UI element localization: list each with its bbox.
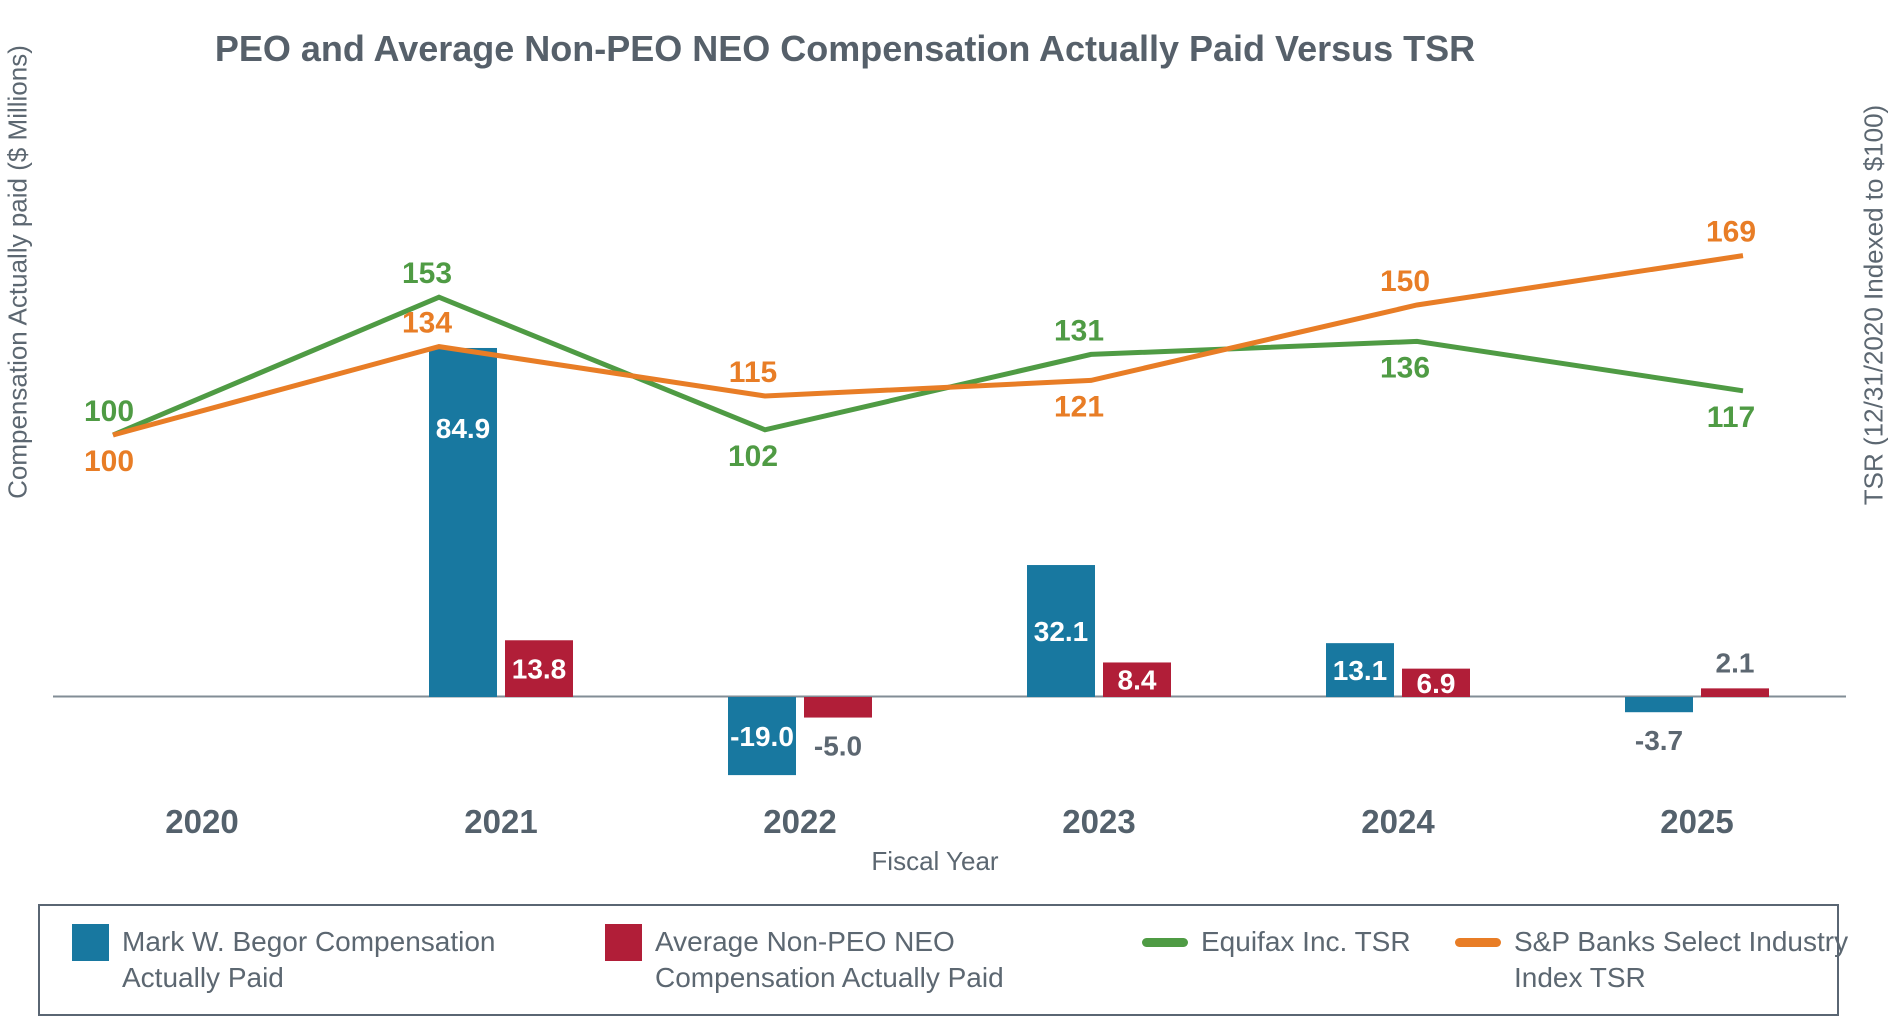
tsr-point-label: 117 <box>1707 401 1755 434</box>
bar-value-label: 84.9 <box>436 413 491 444</box>
tsr-point-label: 100 <box>84 445 134 478</box>
legend-label-line: Equifax Inc. TSR <box>1201 926 1411 957</box>
legend-label-peo-bar: Mark W. Begor Compensation Actually Paid <box>122 924 496 996</box>
neo-bar-swatch <box>605 924 642 961</box>
bar-value-label: 13.8 <box>512 654 567 685</box>
tsr-point-label: 150 <box>1380 265 1430 298</box>
legend-label-neo-bar: Average Non-PEO NEO Compensation Actuall… <box>655 924 1004 996</box>
bar-value-label: 32.1 <box>1034 616 1089 647</box>
bar-2021-peo <box>429 347 497 697</box>
legend-item-peo-bar: Mark W. Begor Compensation Actually Paid <box>72 924 496 996</box>
year-label-2023: 2023 <box>1062 803 1135 840</box>
tsr-point-label: 153 <box>402 257 452 290</box>
bar-value-label: 13.1 <box>1333 655 1388 686</box>
tsr-point-label: 121 <box>1054 390 1104 423</box>
year-label-2020: 2020 <box>165 803 238 840</box>
bar-2025-neo <box>1701 688 1769 697</box>
bar-value-label: 2.1 <box>1716 647 1755 678</box>
tsr-line-equifax <box>112 294 1744 438</box>
tsr-point-label: 169 <box>1706 216 1756 249</box>
bar-value-label: -3.7 <box>1635 725 1683 756</box>
tsr-point-label: 131 <box>1054 314 1104 347</box>
legend-label-sp-banks-tsr: S&P Banks Select Industry Index TSR <box>1514 924 1848 996</box>
tsr-point-label: 102 <box>728 440 778 473</box>
legend-label-line: S&P Banks Select Industry <box>1514 926 1849 957</box>
legend-label-line: Average Non-PEO NEO <box>655 926 955 957</box>
chart-title: PEO and Average Non-PEO NEO Compensation… <box>214 28 1476 70</box>
bar-2022-neo <box>804 697 872 718</box>
legend-item-neo-bar: Average Non-PEO NEO Compensation Actuall… <box>605 924 1004 996</box>
bar-2025-peo <box>1625 697 1693 713</box>
bar-2024-peo <box>1326 643 1394 697</box>
legend-label-line: Index TSR <box>1514 962 1646 993</box>
tsr-line-sp-banks <box>112 253 1744 438</box>
legend-label-line: Mark W. Begor Compensation <box>122 926 496 957</box>
bar-value-label: -5.0 <box>814 731 862 762</box>
year-label-2022: 2022 <box>763 803 836 840</box>
bar-2021-neo <box>505 640 573 697</box>
legend-label-line: Actually Paid <box>122 962 284 993</box>
year-label-2024: 2024 <box>1361 803 1435 840</box>
equifax-tsr-line-swatch <box>1142 938 1188 947</box>
tsr-point-label: 134 <box>402 307 452 340</box>
peo-bar-swatch <box>72 924 109 961</box>
sp-banks-tsr-line-swatch <box>1455 938 1501 947</box>
bar-value-label: -19.0 <box>730 721 794 752</box>
bar-value-label: 6.9 <box>1417 668 1456 699</box>
legend-item-equifax-tsr: Equifax Inc. TSR <box>1142 924 1411 960</box>
bar-2024-neo <box>1402 668 1470 697</box>
bar-2023-neo <box>1103 662 1171 697</box>
bar-value-label: 8.4 <box>1118 665 1157 696</box>
legend-label-equifax-tsr: Equifax Inc. TSR <box>1201 924 1411 960</box>
year-label-2021: 2021 <box>464 803 537 840</box>
bar-2022-peo <box>728 697 796 776</box>
tsr-point-label: 100 <box>84 395 134 428</box>
legend-item-sp-banks-tsr: S&P Banks Select Industry Index TSR <box>1455 924 1848 996</box>
legend: Mark W. Begor Compensation Actually Paid… <box>38 904 1848 1016</box>
year-label-2025: 2025 <box>1660 803 1733 840</box>
tsr-point-label: 136 <box>1380 351 1430 384</box>
x-axis-title: Fiscal Year <box>871 846 999 876</box>
plot-area: 84.9 -19.0 32.1 13.1 -3.7 13.8 -5.0 8.4 6.9 2.1 10… <box>53 216 1846 840</box>
bar-2023-peo <box>1027 565 1095 697</box>
legend-label-line: Compensation Actually Paid <box>655 962 1004 993</box>
tsr-point-label: 115 <box>729 356 777 389</box>
